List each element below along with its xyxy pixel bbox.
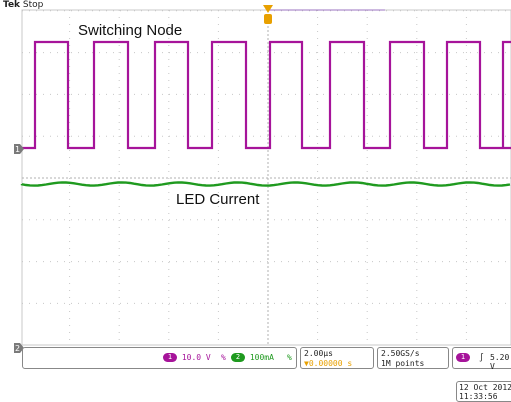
led-current-label: LED Current bbox=[176, 191, 260, 208]
ch2-ground-marker-label: 2 bbox=[15, 344, 20, 353]
switching-node-label: Switching Node bbox=[78, 22, 183, 39]
trigger-time-marker-icon bbox=[264, 14, 272, 24]
run-status: Stop bbox=[22, 0, 44, 10]
vertical-readout-box[interactable]: 1 10.0 V % 2 100mA % bbox=[22, 347, 297, 369]
trigger-source-badge: 1 bbox=[456, 353, 470, 362]
date: 12 Oct 2012 bbox=[459, 383, 511, 392]
sample-rate: 2.50GS/s bbox=[381, 349, 420, 358]
switching-node-trace-tail bbox=[501, 40, 511, 148]
scope-header: Tek Stop bbox=[3, 0, 43, 10]
ch2-scale: 100mA bbox=[249, 353, 274, 362]
trigger-slope-icon: ∫ bbox=[479, 353, 484, 362]
date-time-box: 12 Oct 2012 11:33:56 bbox=[456, 381, 511, 402]
ch2-bandwidth-icon: % bbox=[287, 353, 292, 362]
ch1-bandwidth-icon: % bbox=[221, 353, 226, 362]
trigger-position-marker-icon bbox=[263, 5, 273, 13]
trigger-level: 5.20 V bbox=[490, 353, 510, 371]
acquisition-box[interactable]: 2.50GS/s 1M points bbox=[377, 347, 449, 369]
brand-logo: Tek bbox=[3, 0, 21, 10]
trigger-box[interactable]: 1 ∫ 5.20 V bbox=[452, 347, 511, 371]
led-current-trace bbox=[20, 181, 511, 187]
ch2-ground-marker bbox=[14, 343, 24, 353]
switching-node-trace bbox=[22, 40, 511, 150]
timebase: 2.00µs bbox=[304, 349, 333, 358]
ch1-ground-marker-label: 1 bbox=[15, 145, 20, 154]
record-length: 1M points bbox=[381, 359, 425, 368]
timebase-box[interactable]: 2.00µs ▼0.00000 s bbox=[300, 347, 374, 369]
ch1-badge: 1 bbox=[163, 353, 177, 362]
ch2-badge: 2 bbox=[231, 353, 245, 362]
status-bar: 1 10.0 V % 2 100mA % 2.00µs ▼0.00000 s 2… bbox=[22, 347, 511, 371]
time: 11:33:56 bbox=[459, 392, 498, 401]
ch1-scale: 10.0 V bbox=[181, 353, 211, 362]
ch1-ground-marker bbox=[14, 144, 24, 154]
horizontal-position: ▼0.00000 s bbox=[304, 359, 353, 368]
